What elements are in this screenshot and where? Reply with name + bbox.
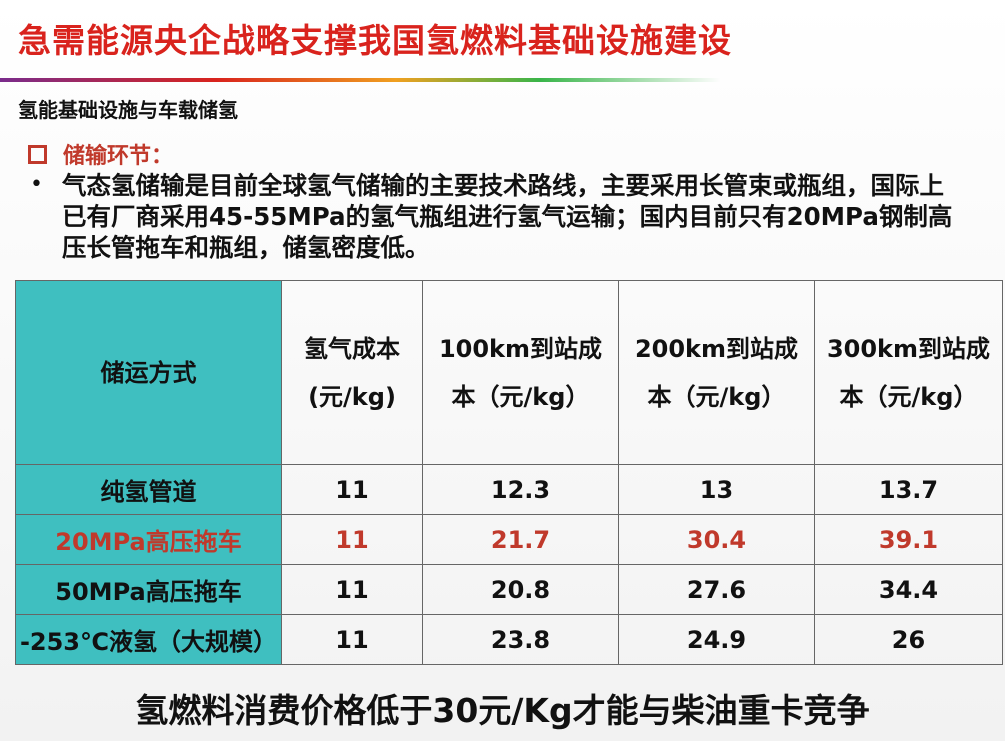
- cell: 11: [281, 564, 423, 615]
- cell: 23.8: [422, 614, 619, 665]
- cell: 12.3: [422, 464, 619, 515]
- header-cell: 氢气成本 (元/kg): [281, 280, 423, 465]
- cell: 27.6: [618, 564, 815, 615]
- row-label: -253℃液氢（大规模）: [15, 614, 282, 665]
- row-label: 纯氢管道: [15, 464, 282, 515]
- box-icon: [28, 144, 47, 164]
- cell: 39.1: [814, 514, 1003, 565]
- cell: 13.7: [814, 464, 1003, 515]
- header-cell: 300km到站成 本（元/kg）: [814, 280, 1003, 465]
- row-label: 20MPa高压拖车: [15, 514, 282, 565]
- title: 急需能源央企战略支撑我国氢燃料基础设施建设: [18, 21, 732, 60]
- header-line: 本（元/kg）: [647, 382, 786, 411]
- subtitle: 氢能基础设施与车载储氢: [18, 98, 238, 122]
- header-line: 本（元/kg）: [451, 382, 590, 411]
- cell: 30.4: [618, 514, 815, 565]
- header-line: 100km到站成: [438, 334, 603, 363]
- bullet-text: 气态氢储输是目前全球氢气储输的主要技术路线，主要采用长管束或瓶组，国际上已有厂商…: [62, 171, 953, 262]
- table-row: -253℃液氢（大规模） 11 23.8 24.9 26: [15, 614, 1003, 665]
- table-row: 纯氢管道 11 12.3 13 13.7: [15, 464, 1003, 515]
- header-line: (元/kg): [308, 382, 396, 411]
- bullet-dot: •: [30, 172, 43, 197]
- row-label: 50MPa高压拖车: [15, 564, 282, 615]
- header-line: 氢气成本: [304, 334, 400, 363]
- header-row: 储运方式 氢气成本 (元/kg) 100km到站成 本（元/kg） 200km到站成 本（元…: [15, 280, 1003, 465]
- cell: 11: [281, 514, 423, 565]
- cost-table: 储运方式 氢气成本 (元/kg) 100km到站成 本（元/kg） 200km到站成 本（元…: [15, 280, 1003, 665]
- table-row: 50MPa高压拖车 11 20.8 27.6 34.4: [15, 564, 1003, 615]
- cell: 20.8: [422, 564, 619, 615]
- title-rule: [0, 78, 720, 82]
- cell: 26: [814, 614, 1003, 665]
- cell: 24.9: [618, 614, 815, 665]
- header-line: 300km到站成: [826, 334, 991, 363]
- header-cell: 200km到站成 本（元/kg）: [618, 280, 815, 465]
- section-heading-row: 储输环节：: [28, 138, 173, 170]
- cell: 34.4: [814, 564, 1003, 615]
- header-line: 储运方式: [100, 358, 197, 387]
- cell: 11: [281, 614, 423, 665]
- footer: 氢燃料消费价格低于30元/Kg才能与柴油重卡竞争: [135, 691, 870, 730]
- cell: 21.7: [422, 514, 619, 565]
- header-line: 200km到站成: [634, 334, 799, 363]
- header-cell: 100km到站成 本（元/kg）: [422, 280, 619, 465]
- cell: 13: [618, 464, 815, 515]
- section-heading: 储输环节：: [63, 144, 174, 169]
- header-line: 本（元/kg）: [839, 382, 978, 411]
- cell: 11: [281, 464, 423, 515]
- header-cell: 储运方式: [15, 280, 282, 465]
- table-row: 20MPa高压拖车 11 21.7 30.4 39.1: [15, 514, 1003, 565]
